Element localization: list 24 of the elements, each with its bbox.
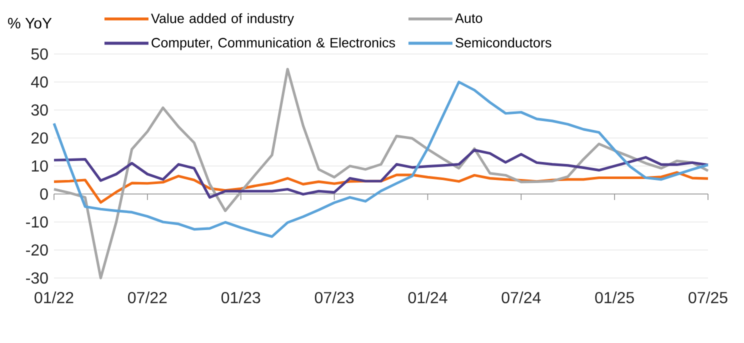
x-tick-label: 01/22 (34, 292, 74, 304)
legend-label: Semiconductors (456, 38, 552, 48)
x-tick-label: 07/25 (688, 292, 728, 304)
y-tick-label: -10 (26, 216, 48, 228)
x-tick-label: 07/23 (314, 292, 354, 304)
y-tick-label: -30 (26, 272, 48, 284)
legend-label: Auto (454, 14, 482, 23)
y-tick-label: 50 (31, 48, 48, 60)
y-tick-label: 20 (31, 132, 48, 144)
x-tick-label: 01/23 (221, 292, 260, 304)
legend-label: Value added of industry (151, 13, 294, 26)
legend-label: Computer, Communication & Electronics (152, 38, 396, 50)
x-tick-label: 07/24 (502, 292, 541, 304)
y-axis-title: % YoY (8, 18, 52, 28)
x-tick-label: 01/24 (408, 292, 448, 304)
x-tick-label: 07/22 (128, 292, 167, 304)
y-tick-label: -20 (26, 244, 48, 256)
x-tick-label: 01/25 (595, 292, 634, 304)
y-tick-label: 10 (32, 160, 48, 172)
line-series (52, 80, 710, 238)
y-tick-label: 30 (31, 104, 48, 116)
y-tick-label: 40 (31, 76, 48, 88)
y-tick-label: 0 (40, 188, 48, 200)
line-series (52, 68, 710, 280)
